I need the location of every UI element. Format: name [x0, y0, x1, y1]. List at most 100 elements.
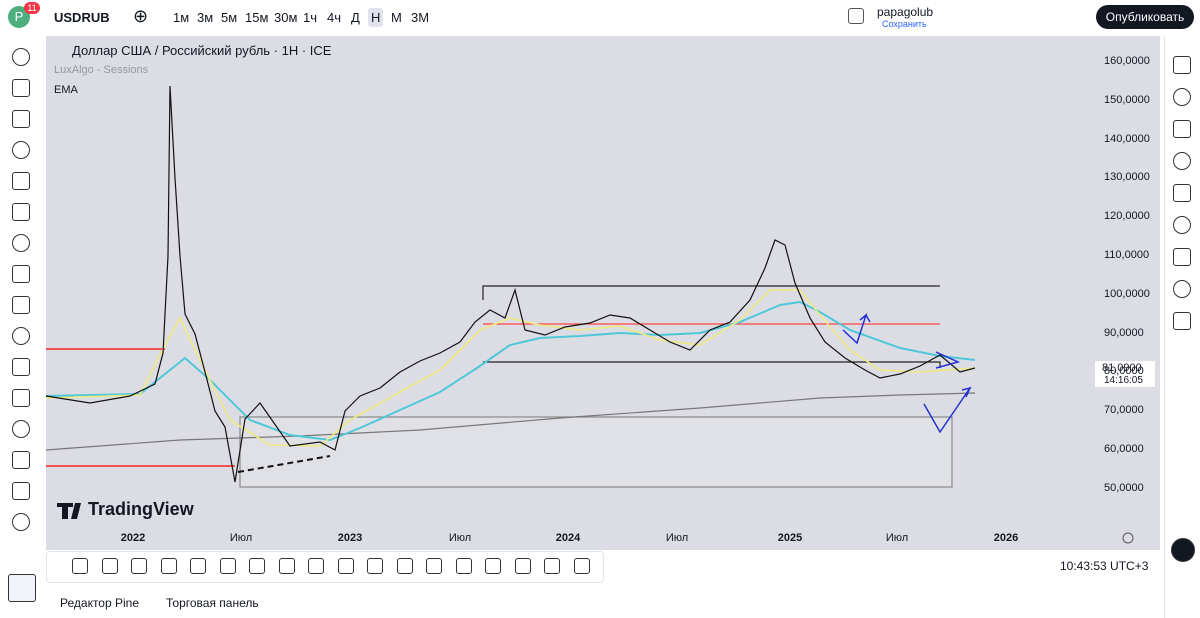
badge: 11 — [24, 2, 40, 14]
panel-icon[interactable] — [1173, 88, 1191, 106]
draw-tool[interactable] — [337, 558, 354, 574]
price-tick-label: 160,0000 — [1104, 55, 1150, 67]
tool-icon[interactable] — [12, 482, 30, 500]
ema-slow — [45, 392, 976, 451]
interval[interactable]: 5м — [221, 10, 238, 25]
tab[interactable]: Торговая панель — [166, 596, 259, 610]
panel-icon[interactable] — [1173, 248, 1191, 266]
draw-tool[interactable] — [160, 558, 177, 574]
grid-icon[interactable] — [1171, 538, 1195, 562]
tool-icon[interactable] — [12, 389, 30, 407]
time-tick-label: Июл — [229, 532, 253, 544]
panel-icon[interactable] — [1173, 184, 1191, 202]
layout-icon[interactable] — [848, 8, 864, 24]
draw-tool[interactable] — [219, 558, 236, 574]
price-tick-label: 100,0000 — [1104, 287, 1150, 300]
draw-tool[interactable] — [131, 558, 147, 574]
price-tick-label: 70,0000 — [1104, 404, 1144, 417]
time-tick-label: 2023 — [337, 532, 363, 544]
draw-tool[interactable] — [573, 558, 590, 574]
left-toolbar — [0, 36, 44, 618]
draw-tool[interactable] — [101, 558, 118, 574]
current-price: 81,0900 — [1102, 362, 1142, 374]
tool-icon[interactable] — [12, 420, 30, 438]
tool-icon[interactable] — [12, 265, 30, 283]
tool-icon[interactable] — [12, 141, 30, 159]
interval[interactable]: 3М — [411, 10, 430, 25]
indicator-label: EMA — [54, 84, 78, 96]
tab[interactable]: Редактор Pine — [60, 596, 140, 610]
time-tick-label: 2024 — [555, 532, 581, 544]
interval[interactable]: 1ч — [303, 10, 318, 25]
price-tick-label: 50,0000 — [1104, 481, 1144, 494]
right-toolbar — [1164, 36, 1200, 618]
tool-icon[interactable] — [12, 327, 30, 345]
tool-icon[interactable] — [12, 296, 30, 314]
draw-tool[interactable] — [396, 558, 413, 574]
time-tick-label: 2025 — [777, 532, 803, 544]
tool-icon[interactable] — [12, 79, 30, 97]
draw-tool[interactable] — [426, 558, 442, 574]
panel-icon[interactable] — [1173, 216, 1191, 234]
trend-line — [237, 455, 331, 473]
tool-icon[interactable] — [12, 451, 30, 469]
chart-drawing — [45, 85, 1155, 544]
panel-icon[interactable] — [1173, 312, 1191, 330]
time-tick-label: 2026 — [993, 532, 1019, 544]
tool-icon[interactable] — [12, 203, 30, 221]
price-tick-label: 90,0000 — [1104, 326, 1144, 339]
tool-icon[interactable] — [12, 172, 30, 190]
draw-tool[interactable] — [544, 558, 560, 574]
interval[interactable]: 1м — [173, 10, 190, 25]
draw-tool[interactable] — [278, 558, 295, 574]
price-label-bg — [1095, 361, 1155, 387]
tool-icon[interactable] — [12, 234, 30, 252]
settings-icon[interactable] — [1122, 532, 1134, 544]
arrow-drawing — [935, 351, 961, 369]
draw-tool[interactable] — [72, 558, 88, 574]
draw-tool[interactable] — [485, 558, 501, 574]
draw-tool[interactable] — [514, 558, 531, 574]
price-tick-label: 140,0000 — [1104, 132, 1150, 145]
draw-tool[interactable] — [308, 558, 324, 574]
top-toolbar: P 11 USDRUB ⊕ 1м 3м 5м 15м 30м 1ч 4ч Д Н М 3М papa… — [0, 0, 1200, 34]
interval[interactable]: М — [391, 10, 402, 25]
publish-button[interactable]: Опубликовать — [1096, 5, 1194, 29]
user[interactable]: papagolub — [877, 5, 934, 19]
interval[interactable]: 15м — [245, 10, 269, 25]
panel-icon[interactable] — [1173, 152, 1191, 170]
favorites-icon[interactable] — [8, 574, 36, 602]
price-series — [45, 85, 976, 483]
watermark: TradingView — [88, 499, 194, 519]
panel-icon[interactable] — [1173, 56, 1191, 74]
draw-tool[interactable] — [190, 558, 206, 574]
interval[interactable]: Н — [368, 8, 384, 27]
interval[interactable]: 4ч — [327, 10, 342, 25]
draw-tool[interactable] — [367, 558, 383, 574]
price-tick-label: 120,0000 — [1104, 210, 1150, 223]
indicator-label: LuxAlgo - Sessions — [54, 64, 149, 76]
price-tick-label: 150,0000 — [1104, 93, 1150, 106]
tool-icon[interactable] — [12, 48, 30, 66]
tool-icon[interactable] — [12, 358, 30, 376]
tool-icon[interactable] — [12, 513, 30, 531]
panel-icon[interactable] — [1173, 120, 1191, 138]
interval[interactable]: Д — [351, 10, 360, 25]
tool-icon[interactable] — [12, 110, 30, 128]
draw-tool[interactable] — [249, 558, 265, 574]
price-tick-label: 130,0000 — [1104, 171, 1150, 184]
time-tick-label: Июл — [448, 532, 472, 544]
interval[interactable]: 30м — [274, 10, 298, 25]
clock: 10:43:53 UTC+3 — [1060, 559, 1149, 573]
panel-icon[interactable] — [1173, 280, 1191, 298]
draw-tool[interactable] — [455, 558, 472, 574]
symbol[interactable]: USDRUB — [54, 10, 110, 25]
drawing-toolbar — [46, 551, 604, 583]
range-zone — [239, 416, 953, 488]
add-symbol[interactable]: ⊕ — [133, 6, 149, 26]
interval[interactable]: 3м — [197, 10, 214, 25]
time-tick-label: Июл — [885, 532, 909, 544]
time-tick-label: Июл — [665, 532, 689, 544]
save[interactable]: Сохранить — [882, 19, 927, 29]
